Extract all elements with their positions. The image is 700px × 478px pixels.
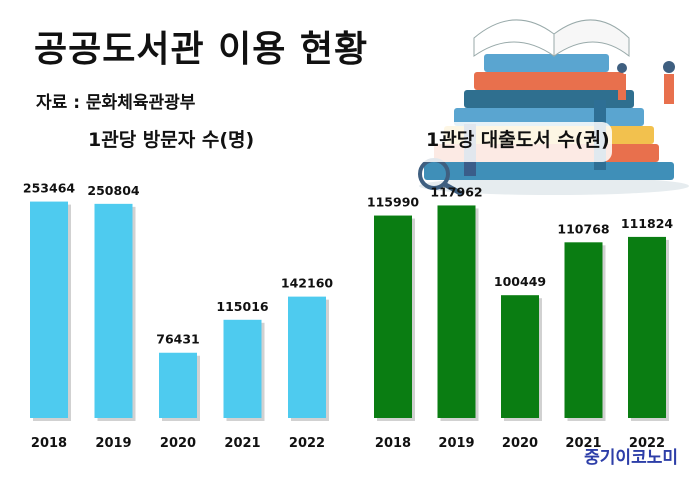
visitors-value-label: 253464 [23,181,75,196]
visitors-year-label: 2021 [224,436,260,451]
loans-value-label: 111824 [621,216,673,231]
loans-value-label: 117962 [430,184,482,199]
loans-year-label: 2021 [565,436,601,451]
visitors-chart-title: 1관당 방문자 수(명) [88,129,255,151]
loans-bar-2020 [501,295,539,418]
visitors-year-label: 2020 [160,436,196,451]
visitors-bar-2020 [159,352,197,418]
visitors-bar-2018 [30,201,68,418]
visitors-bar-2019 [94,203,133,418]
visitors-bar-2021 [223,319,262,418]
visitors-bar-2022 [288,296,326,418]
visitors-value-label: 142160 [281,276,333,291]
brand-logo-text: 중기이코노미 [584,448,678,468]
loans-year-label: 2022 [629,436,665,451]
loans-value-label: 100449 [494,274,546,289]
library-books-illustration [412,19,689,196]
loans-value-label: 115990 [367,195,419,210]
loans-bar-2018 [374,215,412,418]
visitors-year-label: 2022 [289,436,325,451]
loans-year-label: 2018 [375,436,411,451]
visitors-value-label: 115016 [216,299,268,314]
loans-bar-2022 [628,236,666,418]
visitors-value-label: 250804 [87,183,139,198]
loans-chart-title: 1관당 대출도서 수(권) [426,129,610,151]
page-title: 공공도서관 이용 현황 [34,29,369,70]
loans-year-label: 2020 [502,436,538,451]
source-note: 자료 : 문화체육관광부 [36,93,196,113]
loans-value-label: 110768 [557,221,609,236]
visitors-year-label: 2019 [95,436,131,451]
loans-year-label: 2019 [438,436,474,451]
visitors-value-label: 76431 [156,332,200,347]
loans-bar-2021 [564,242,603,418]
loans-bar-2019 [437,205,476,418]
visitors-year-label: 2018 [31,436,67,451]
